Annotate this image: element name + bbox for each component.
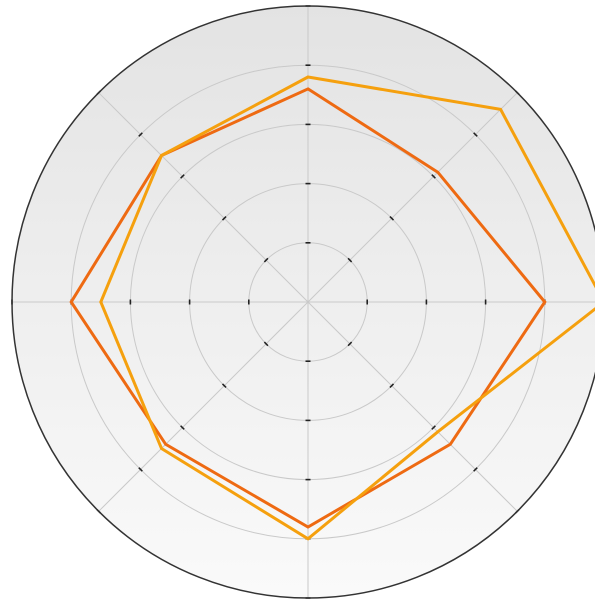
- axis-tick: [138, 132, 143, 137]
- axis-spoke: [98, 92, 309, 303]
- axis-tick: [389, 383, 395, 389]
- axis-tick: [221, 215, 227, 221]
- axis-tick: [431, 425, 436, 430]
- axis-spoke: [307, 92, 518, 303]
- series-line-1: [69, 87, 547, 529]
- axis-tick: [389, 215, 395, 221]
- axis-spoke: [98, 301, 309, 512]
- axis-tick: [431, 174, 436, 179]
- axis-tick: [347, 257, 353, 263]
- axis-tick: [138, 467, 143, 472]
- axis-tick: [473, 467, 478, 472]
- axis-tick: [473, 132, 478, 137]
- axis-tick: [221, 383, 227, 389]
- series: [69, 75, 595, 541]
- axis-tick: [180, 174, 185, 179]
- outer-border: [11, 5, 595, 599]
- axis-tick: [263, 341, 269, 347]
- series-line-2: [99, 75, 595, 541]
- axis-tick: [180, 425, 185, 430]
- axis-spoke: [307, 301, 518, 512]
- axis-tick: [347, 341, 353, 347]
- axis-tick: [263, 257, 269, 263]
